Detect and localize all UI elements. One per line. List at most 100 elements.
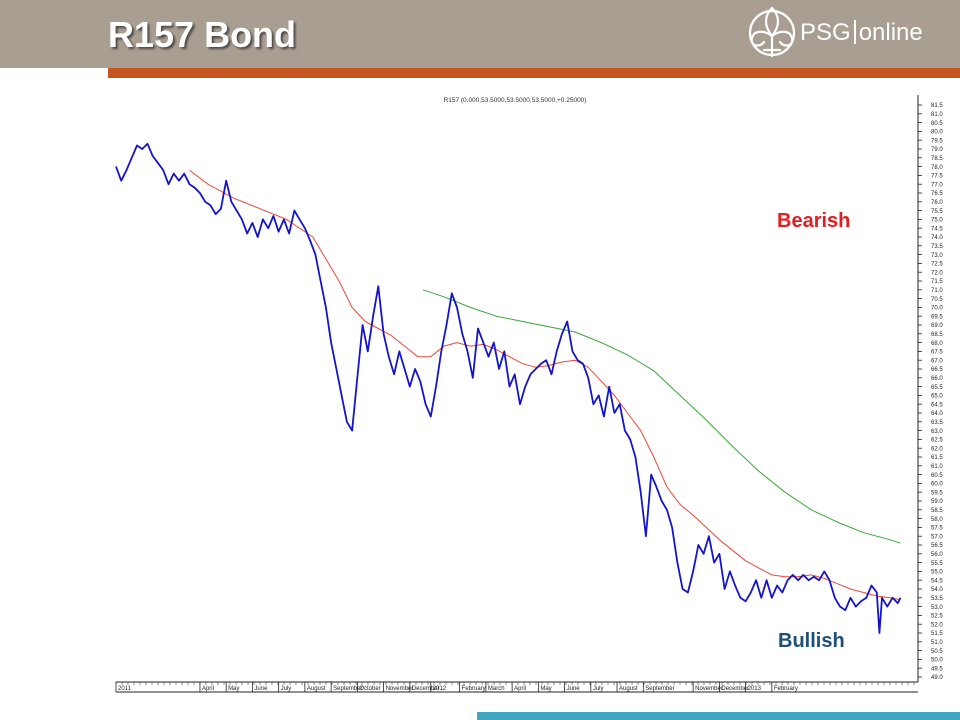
x-axis: 2011 April May June July August SeptemberOctob… (115, 681, 918, 693)
logo-brand: PSG (800, 19, 851, 46)
y-tick-label: 80.0 (931, 130, 943, 136)
y-tick-label: 50.0 (931, 658, 943, 664)
y-tick-label: 59.5 (931, 490, 943, 496)
y-tick-label: 65.0 (931, 394, 943, 400)
y-tick-label: 68.0 (931, 341, 943, 347)
moving-average-long-line (422, 289, 901, 544)
y-tick-label: 78.5 (931, 156, 943, 162)
x-tick-label: November (695, 686, 723, 692)
chart-title: R157 (0.000,53.5000,53.5000,53.5000,+0.2… (444, 97, 587, 104)
y-tick-label: 75.5 (931, 209, 943, 215)
y-tick-label: 70.5 (931, 297, 943, 303)
y-tick-label: 66.5 (931, 367, 943, 373)
y-tick-label: 69.0 (931, 323, 943, 329)
y-tick-label: 71.0 (931, 288, 943, 294)
y-tick-label: 58.0 (931, 517, 943, 523)
x-tick-label: April (514, 686, 526, 692)
x-tick-label: June (254, 686, 268, 692)
x-tick-label: 2012 (433, 686, 447, 692)
y-tick-label: 56.0 (931, 552, 943, 558)
y-tick-label: 76.0 (931, 200, 943, 206)
y-tick-label: 62.5 (931, 438, 943, 444)
y-tick-label: 75.0 (931, 218, 943, 224)
x-tick-label: December (412, 686, 440, 692)
y-tick-label: 66.0 (931, 376, 943, 382)
y-tick-label: 58.5 (931, 508, 943, 514)
x-tick-label: July (593, 686, 604, 692)
y-tick-label: 51.5 (931, 631, 943, 637)
accent-line (108, 68, 960, 78)
x-tick-label: February (462, 686, 486, 692)
y-tick-label: 63.5 (931, 420, 943, 426)
y-tick-label: 57.5 (931, 526, 943, 532)
y-tick-label: 50.5 (931, 649, 943, 655)
logo-wordmark: PSG online (800, 19, 923, 47)
y-tick-label: 61.0 (931, 464, 943, 470)
y-tick-label: 62.0 (931, 446, 943, 452)
x-tick-label: February (774, 686, 798, 692)
y-tick-label: 71.5 (931, 279, 943, 285)
y-axis: 49.0 49.5 50.0 50.5 51.0 51.5 52.0 52.5 53.0 53.5… (917, 95, 943, 682)
y-tick-label: 68.5 (931, 332, 943, 338)
x-tick-label: June (567, 686, 581, 692)
y-tick-label: 69.5 (931, 314, 943, 320)
y-tick-label: 74.5 (931, 226, 943, 232)
y-tick-label: 80.5 (931, 121, 943, 127)
y-tick-label: 49.5 (931, 666, 943, 672)
bullish-annotation: Bullish (778, 630, 845, 652)
x-tick-label: September (333, 686, 362, 692)
y-tick-label: 59.0 (931, 499, 943, 505)
y-tick-label: 55.0 (931, 570, 943, 576)
y-tick-label: 77.5 (931, 174, 943, 180)
psg-logo: PSG online (744, 2, 944, 64)
y-tick-label: 54.0 (931, 587, 943, 593)
y-tick-label: 60.5 (931, 473, 943, 479)
y-tick-label: 78.0 (931, 165, 943, 171)
y-tick-label: 64.5 (931, 402, 943, 408)
y-tick-label: 64.0 (931, 411, 943, 417)
x-tick-label: 2011 (118, 686, 132, 692)
y-tick-label: 72.5 (931, 262, 943, 268)
x-tick-label: August (307, 686, 326, 692)
y-tick-label: 81.5 (931, 103, 943, 109)
y-tick-label: 76.5 (931, 191, 943, 197)
y-tick-label: 52.5 (931, 614, 943, 620)
bottom-bar (477, 712, 960, 720)
y-tick-label: 55.5 (931, 561, 943, 567)
price-line (115, 142, 902, 634)
y-tick-label: 72.0 (931, 270, 943, 276)
bearish-annotation: Bearish (777, 210, 851, 232)
y-tick-label: 52.0 (931, 622, 943, 628)
y-tick-label: 70.0 (931, 306, 943, 312)
series-layer (115, 142, 902, 634)
moving-average-short-line (189, 169, 901, 601)
y-tick-label: 57.0 (931, 534, 943, 540)
header-bar (0, 0, 960, 68)
fleur-de-lis-icon (748, 6, 796, 58)
y-tick-label: 60.0 (931, 482, 943, 488)
x-tick-label: December (721, 686, 749, 692)
y-tick-label: 79.5 (931, 138, 943, 144)
x-tick-label: 2013 (748, 686, 762, 692)
x-tick-label: July (281, 686, 292, 692)
x-tick-label: March (488, 686, 505, 692)
y-tick-label: 67.0 (931, 358, 943, 364)
logo-suffix: online (858, 19, 923, 46)
y-tick-label: 74.0 (931, 235, 943, 241)
y-tick-label: 54.5 (931, 578, 943, 584)
y-tick-label: 79.0 (931, 147, 943, 153)
y-tick-label: 73.5 (931, 244, 943, 250)
y-tick-label: 67.5 (931, 350, 943, 356)
y-tick-label: 65.5 (931, 385, 943, 391)
x-tick-label: September (645, 686, 674, 692)
x-tick-label: May (228, 686, 239, 692)
y-tick-label: 53.5 (931, 596, 943, 602)
x-tick-label: August (619, 686, 638, 692)
x-tick-label: October (359, 686, 380, 692)
y-tick-label: 51.0 (931, 640, 943, 646)
y-tick-label: 77.0 (931, 182, 943, 188)
y-tick-label: 49.0 (931, 675, 943, 681)
y-tick-label: 81.0 (931, 112, 943, 118)
y-tick-label: 61.5 (931, 455, 943, 461)
